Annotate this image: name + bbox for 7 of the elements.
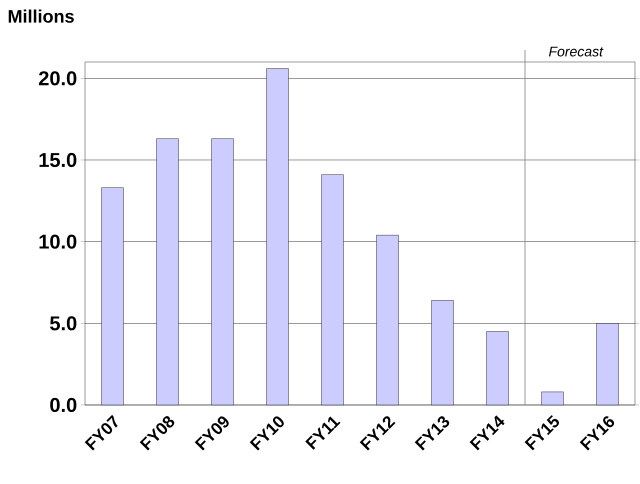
ref-line-label: Forecast	[548, 46, 604, 56]
y-tick-label: 15.0	[40, 152, 76, 168]
y-axis-title: Millions	[8, 10, 74, 23]
y-tick-label: 5.0	[50, 316, 76, 330]
y-tick-label: 20.0	[38, 71, 76, 86]
y-tick-label: 0.0	[50, 398, 76, 412]
y-tick-label: 10.0	[40, 234, 76, 249]
